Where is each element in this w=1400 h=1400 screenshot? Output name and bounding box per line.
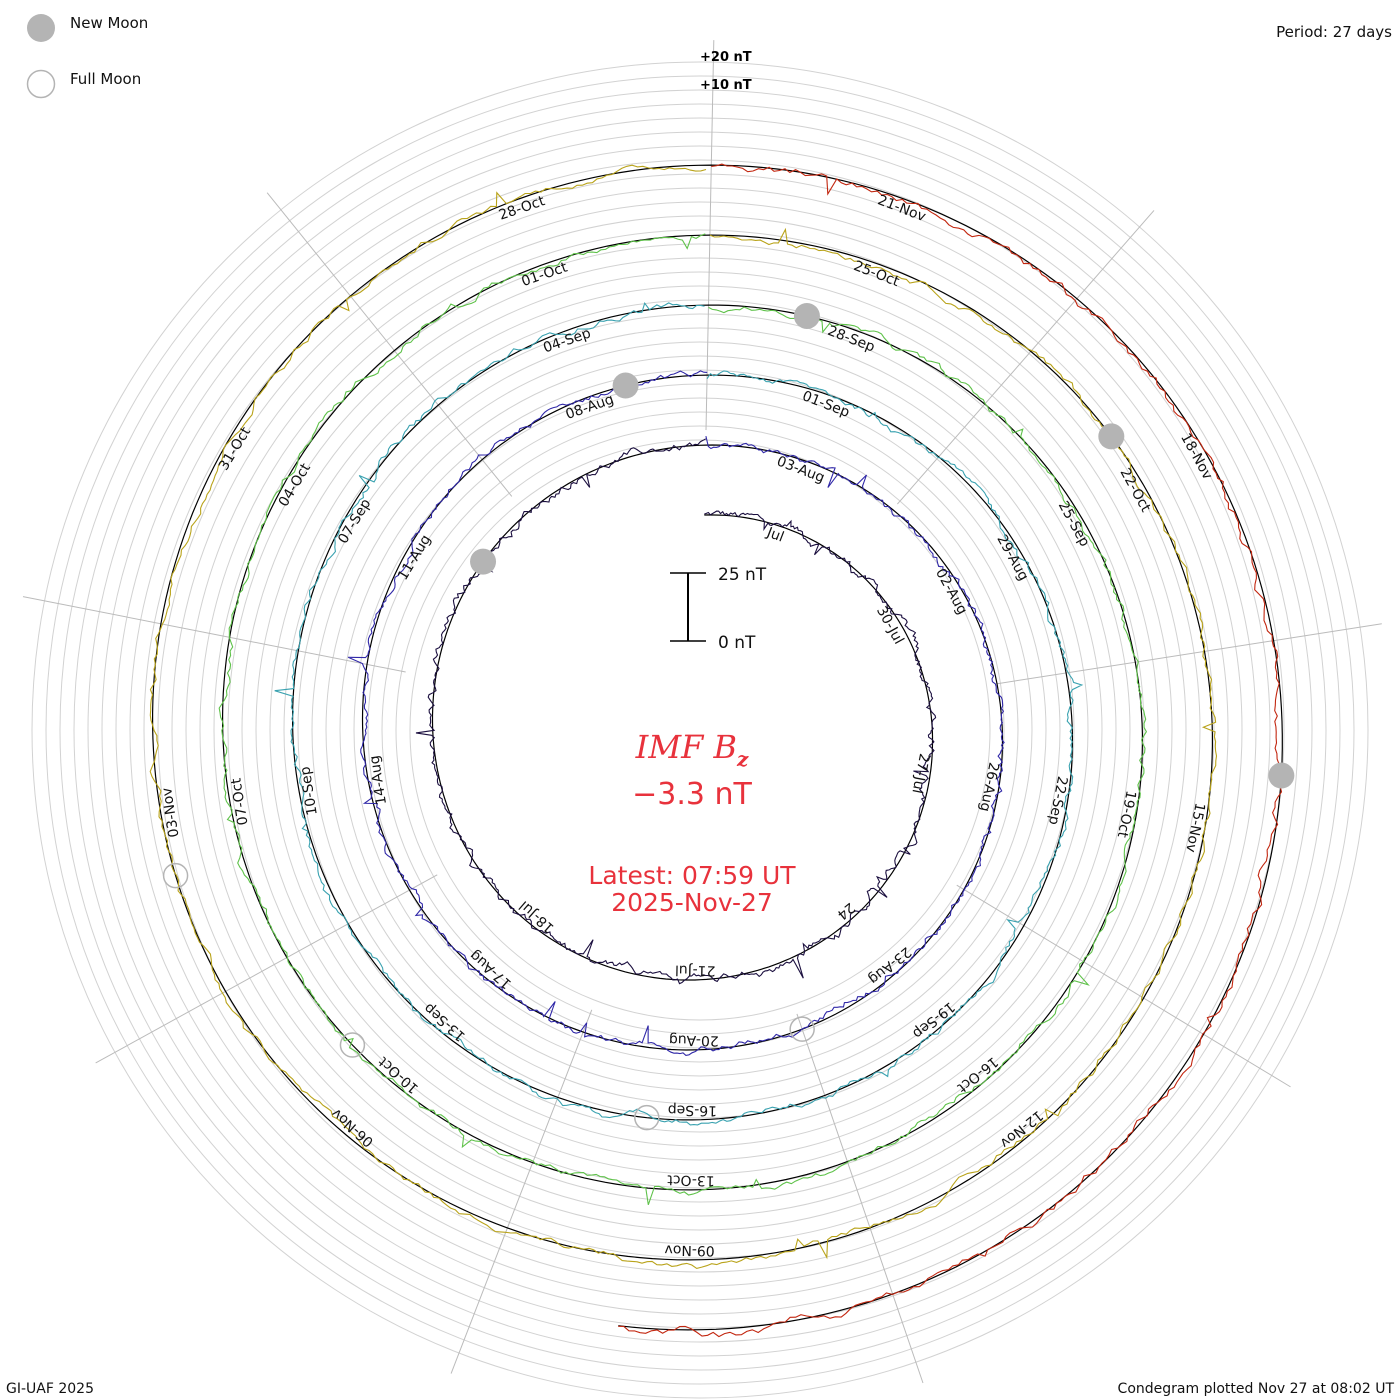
- grid-ring: [325, 355, 1075, 1105]
- date-label: 06-Nov: [329, 1105, 377, 1150]
- period-label: Period: 27 days: [1276, 23, 1392, 41]
- grid-ring: [87, 117, 1313, 1343]
- date-label: 11-Aug: [395, 532, 434, 583]
- grid-ring: [409, 439, 991, 1021]
- chart-title: IMF Bz: [635, 728, 749, 771]
- grid-ring: [171, 201, 1229, 1259]
- grid-ring: [185, 215, 1215, 1245]
- grid-ring: [213, 243, 1187, 1217]
- date-label: 22-Sep: [1045, 775, 1070, 827]
- new-moon-marker: [470, 548, 497, 575]
- full-moon-legend-icon: [26, 69, 56, 99]
- date-label: 19-Sep: [909, 998, 957, 1041]
- bz-trace-series: [347, 370, 1005, 1056]
- date-label: 19-Oct: [1114, 789, 1139, 839]
- date-label: 09-Nov: [664, 1241, 715, 1258]
- date-label: 24: [834, 899, 858, 923]
- date-label: 07-Sep: [335, 496, 374, 547]
- grid-ring: [45, 75, 1355, 1385]
- grid-ring: [73, 103, 1327, 1357]
- zero-baseline-spiral: [152, 164, 1283, 1331]
- date-label: 10-Sep: [297, 765, 320, 816]
- date-labels: Jul30-Jul27-Jul2421-Jul18-Jul03-Aug02-Au…: [159, 192, 1215, 1258]
- full-moon-marker: [789, 1016, 815, 1042]
- grid-ring: [297, 327, 1103, 1133]
- grid-ring: [353, 383, 1047, 1077]
- chart-title-main: IMF B: [635, 728, 737, 766]
- grid-ring: [311, 341, 1089, 1119]
- grid-ring: [241, 271, 1159, 1189]
- full-moon-legend-label: Full Moon: [70, 70, 141, 88]
- latest-time: Latest: 07:59 UT: [588, 861, 796, 890]
- grid-ring: [395, 425, 1005, 1035]
- grid-ring: [283, 313, 1117, 1147]
- scale-bar-top-label: 25 nT: [718, 565, 767, 585]
- grid-ring: [255, 285, 1145, 1175]
- grid-ring: [115, 145, 1285, 1315]
- day-spoke: [22, 596, 406, 673]
- full-moon-marker: [162, 862, 189, 889]
- new-moon-marker: [1098, 423, 1125, 450]
- date-label: 03-Nov: [159, 786, 183, 838]
- new-moon-legend-label: New Moon: [70, 14, 148, 32]
- new-moon-marker: [1268, 762, 1295, 789]
- date-label: 20-Aug: [669, 1031, 719, 1048]
- scale-bar: [670, 572, 706, 642]
- bz-trace-series: [149, 164, 1218, 1269]
- grid-ring: [59, 89, 1341, 1371]
- day-spoke: [796, 1013, 924, 1384]
- ring-scale-plus20: +20 nT: [700, 50, 752, 65]
- grid-ring: [143, 173, 1257, 1287]
- day-spoke: [956, 884, 1291, 1088]
- day-spoke: [897, 210, 1155, 505]
- date-label: 22-Oct: [1117, 466, 1154, 516]
- scale-bar-bottom-label: 0 nT: [718, 633, 756, 653]
- chart-title-subscript: z: [736, 747, 749, 771]
- bz-traces: [149, 163, 1283, 1338]
- date-label: 27-Jul: [908, 752, 932, 795]
- moon-markers: [162, 302, 1295, 1131]
- bz-trace-series: [415, 438, 937, 985]
- date-label: Jul: [764, 524, 786, 545]
- grid-ring: [199, 229, 1201, 1231]
- date-label: 26-Aug: [976, 761, 1001, 813]
- date-label: 21-Jul: [675, 962, 716, 979]
- latest-date: 2025-Nov-27: [611, 888, 773, 917]
- full-moon-marker: [339, 1032, 366, 1058]
- date-label: 25-Sep: [1055, 499, 1093, 550]
- ring-scale-plus10: +10 nT: [700, 78, 752, 93]
- day-spoke: [95, 874, 438, 1064]
- day-spoke: [266, 192, 513, 497]
- date-label: 14-Aug: [367, 754, 391, 806]
- date-label: 16-Oct: [954, 1053, 1001, 1096]
- date-label: 31-Oct: [216, 424, 254, 473]
- grid-ring: [129, 159, 1271, 1301]
- date-label: 07-Oct: [228, 776, 251, 826]
- grid-ring: [367, 397, 1033, 1063]
- zero-baselines: [152, 164, 1283, 1331]
- full-moon-marker: [634, 1104, 660, 1131]
- bz-trace-series: [218, 233, 1148, 1205]
- grid-rings: [31, 61, 1369, 1399]
- grid-ring: [101, 131, 1299, 1329]
- date-label: 29-Aug: [993, 532, 1031, 583]
- new-moon-marker: [793, 302, 820, 329]
- date-label: 13-Sep: [421, 1000, 469, 1045]
- new-moon-legend-icon: [27, 14, 55, 42]
- grid-ring: [31, 61, 1369, 1399]
- latest-value: −3.3 nT: [632, 777, 752, 812]
- new-moon-marker: [612, 372, 639, 399]
- footer-plotted-time: Condegram plotted Nov 27 at 08:02 UT: [1118, 1381, 1395, 1397]
- date-label: 13-Oct: [667, 1171, 715, 1188]
- grid-ring: [157, 187, 1243, 1273]
- bz-trace-series: [274, 301, 1084, 1126]
- date-label: 16-Sep: [668, 1101, 718, 1118]
- grid-ring: [227, 257, 1173, 1203]
- day-spoke: [996, 623, 1382, 685]
- day-spoke: [450, 1009, 593, 1374]
- footer-credit: GI-UAF 2025: [6, 1381, 94, 1397]
- grid-ring: [339, 369, 1061, 1091]
- grid-ring: [269, 299, 1131, 1161]
